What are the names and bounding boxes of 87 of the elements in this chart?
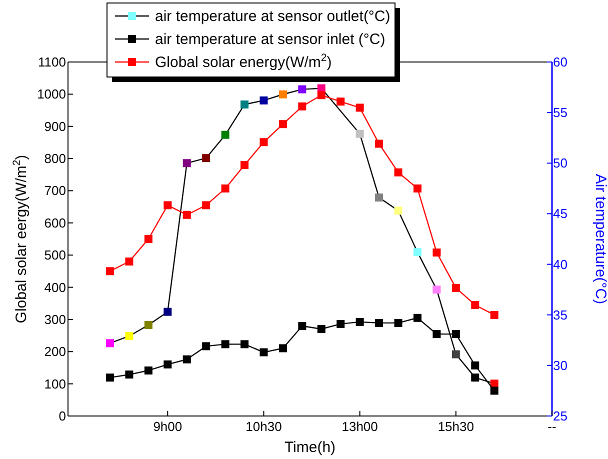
point	[356, 104, 364, 112]
point	[394, 168, 402, 176]
point	[432, 330, 441, 338]
point	[164, 308, 172, 316]
y-tick-label: 200	[44, 344, 66, 360]
point	[164, 201, 172, 210]
point	[471, 361, 480, 370]
point	[413, 184, 422, 192]
point	[182, 210, 191, 219]
point	[202, 201, 210, 210]
y-tick-label: 0	[58, 408, 66, 424]
point	[375, 140, 384, 148]
point	[375, 318, 384, 327]
x-axis-title: Time(h)	[284, 439, 336, 456]
point	[413, 314, 422, 322]
point	[452, 284, 460, 292]
point	[144, 366, 152, 374]
point	[106, 374, 114, 382]
point	[490, 310, 498, 319]
point	[125, 370, 134, 379]
point	[221, 184, 230, 192]
point	[144, 235, 152, 243]
point	[240, 340, 249, 348]
point	[240, 100, 249, 108]
y2-tick-label: 30	[553, 358, 568, 373]
x-tick-label: 15h30	[438, 419, 474, 434]
point	[432, 286, 441, 294]
x-tick-label: 10h30	[246, 419, 282, 434]
point	[182, 355, 191, 364]
point	[336, 320, 345, 328]
point	[260, 348, 268, 356]
point	[413, 248, 422, 256]
point	[221, 130, 230, 139]
point	[106, 267, 114, 276]
point	[336, 98, 345, 106]
point	[125, 258, 134, 266]
y-tick-label: 900	[44, 118, 66, 134]
legend-label: air temperature at sensor outlet(°C)	[155, 8, 390, 25]
y2-tick-label: 35	[553, 307, 568, 322]
y2-tick-label: 40	[553, 256, 568, 272]
point	[240, 160, 249, 169]
y-tick-label: 800	[44, 151, 66, 166]
point	[356, 318, 364, 326]
point	[221, 340, 230, 348]
y-tick-label: 100	[44, 376, 66, 392]
y-tick-label: 600	[44, 215, 66, 230]
point	[356, 130, 364, 138]
y2-tick-label: 55	[553, 105, 568, 120]
point	[432, 248, 441, 257]
y2-axis-title: Air temperature(°C)	[592, 174, 608, 304]
point	[375, 194, 384, 202]
y2-tick-label: 50	[553, 156, 568, 171]
y-tick-label: 500	[44, 248, 66, 263]
point	[452, 350, 460, 358]
point	[164, 360, 172, 368]
point	[106, 339, 114, 348]
point	[298, 102, 306, 110]
point	[317, 325, 326, 334]
point	[394, 318, 402, 327]
point	[202, 342, 210, 350]
point	[278, 120, 287, 128]
legend-label: Global solar energy(W/m$^{2}$)	[155, 52, 332, 71]
x-tick-label: 13h00	[342, 419, 378, 434]
y2-tick-label: 45	[553, 206, 568, 222]
point	[202, 154, 210, 162]
point	[144, 320, 152, 329]
point	[452, 330, 460, 338]
y-tick-label: 700	[44, 183, 66, 198]
y-tick-label: 1000	[37, 86, 66, 102]
point	[298, 322, 306, 330]
point	[182, 159, 191, 168]
point	[394, 206, 402, 215]
point	[471, 300, 480, 309]
point	[490, 386, 498, 395]
point	[278, 90, 287, 98]
legend-label: air temperature at sensor inlet (°C)	[155, 31, 386, 48]
y2-tick-label: 60	[553, 54, 568, 70]
point	[260, 96, 268, 104]
point	[260, 138, 268, 146]
point	[298, 85, 306, 94]
y-tick-label: 1100	[38, 54, 66, 70]
y-tick-label: 400	[44, 280, 66, 295]
point	[125, 332, 134, 340]
x-tick-label: 9h00	[153, 419, 182, 434]
y-tick-label: 300	[44, 312, 66, 327]
point	[278, 344, 287, 352]
point	[317, 91, 326, 100]
